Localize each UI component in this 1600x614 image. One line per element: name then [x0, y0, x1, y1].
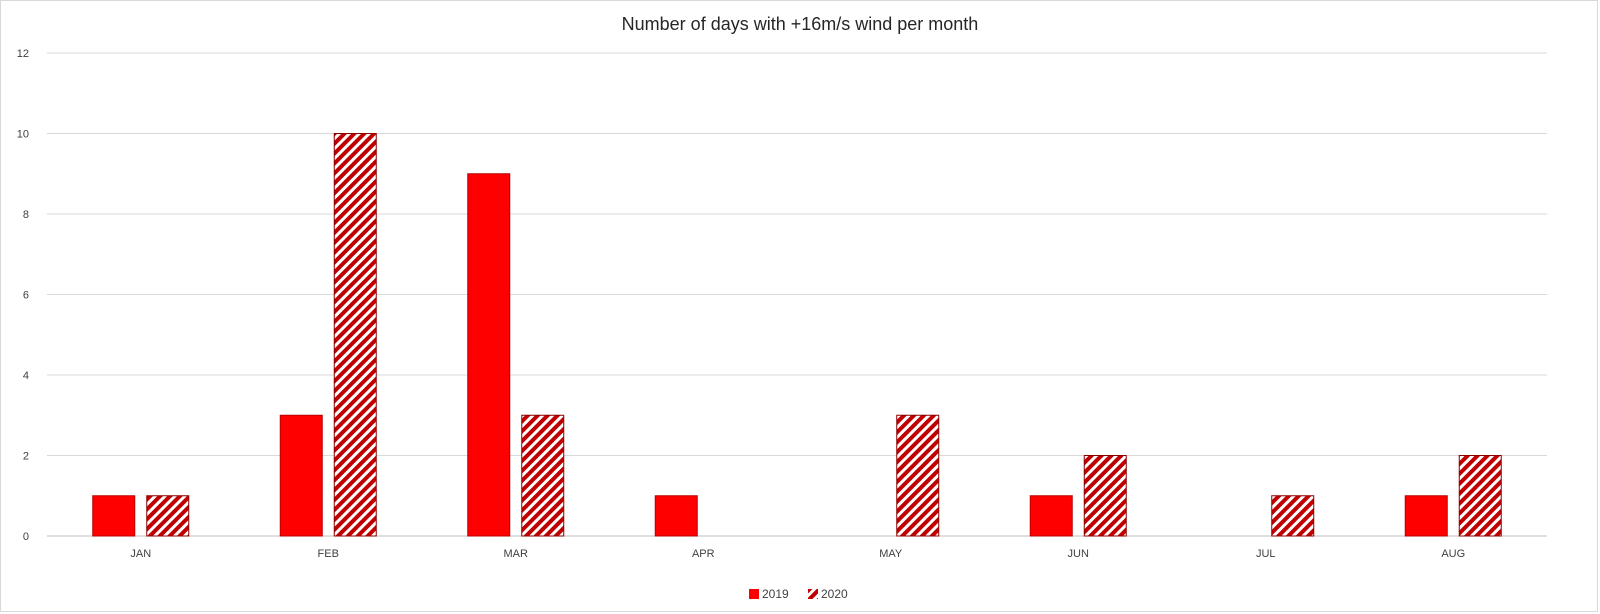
bar-2020-aug — [1458, 455, 1502, 537]
bar-2020-jun — [1083, 455, 1127, 537]
legend-swatch-2020 — [808, 589, 818, 599]
legend-label-2019: 2019 — [762, 587, 789, 601]
y-tick-label: 8 — [23, 209, 29, 221]
bar-2019-feb — [279, 414, 323, 537]
y-tick-label: 4 — [23, 370, 29, 382]
y-tick-label: 2 — [23, 451, 29, 463]
x-tick-label: MAR — [504, 548, 529, 560]
gridlines — [47, 52, 1547, 537]
y-axis-ticks: 0 2 4 6 8 10 12 — [17, 48, 29, 543]
x-tick-label: JUL — [1256, 548, 1276, 560]
x-axis-ticks: JAN FEB MAR APR MAY JUN JUL AUG — [130, 548, 1465, 560]
y-tick-label: 10 — [17, 129, 29, 141]
bar-2020-jan — [146, 495, 190, 537]
x-tick-label: APR — [692, 548, 715, 560]
bar-2020-feb — [333, 133, 377, 537]
bar-2020-may — [896, 414, 940, 537]
bar-2020-jul — [1271, 495, 1315, 537]
x-tick-label: JAN — [130, 548, 151, 560]
y-tick-label: 12 — [17, 48, 29, 60]
legend-label-2020: 2020 — [821, 587, 848, 601]
bar-2019-apr — [654, 495, 698, 537]
bars — [92, 133, 1502, 537]
legend: 2019 2020 — [749, 587, 848, 601]
bar-2020-mar — [521, 414, 565, 537]
x-tick-label: AUG — [1441, 548, 1465, 560]
legend-swatch-2019 — [749, 589, 759, 599]
chart-title: Number of days with +16m/s wind per mont… — [622, 14, 979, 34]
y-tick-label: 6 — [23, 290, 29, 302]
bar-2019-aug — [1404, 495, 1448, 537]
bar-2019-mar — [467, 173, 511, 537]
x-tick-label: MAY — [879, 548, 903, 560]
x-tick-label: FEB — [318, 548, 339, 560]
y-tick-label: 0 — [23, 531, 29, 543]
bar-2019-jan — [92, 495, 136, 537]
x-tick-label: JUN — [1068, 548, 1089, 560]
bar-2019-jun — [1029, 495, 1073, 537]
